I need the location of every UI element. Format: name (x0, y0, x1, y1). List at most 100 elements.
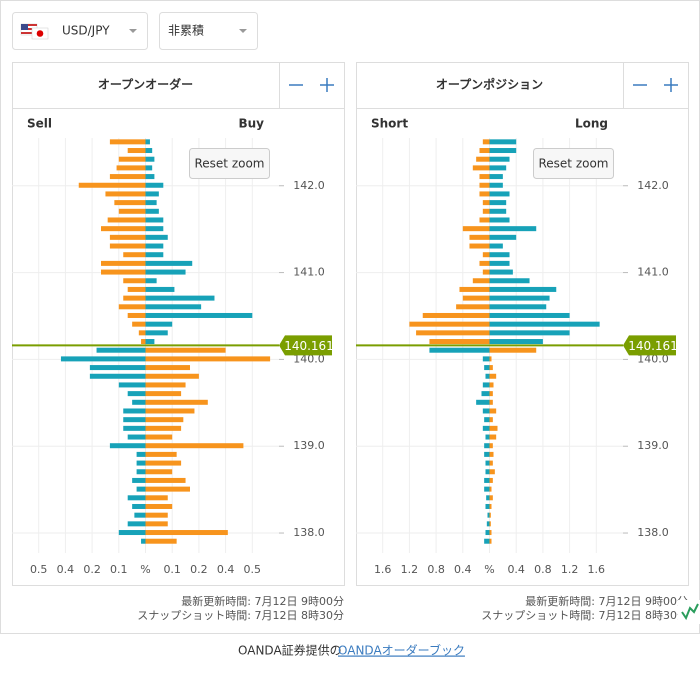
bar (145, 139, 150, 145)
bar (489, 469, 495, 475)
panel-title: オープンポジション (436, 77, 543, 92)
bar (489, 200, 507, 206)
bar (141, 538, 146, 544)
bar (145, 356, 271, 362)
bar (489, 434, 497, 440)
x-tick-label: 1.6 (588, 563, 606, 576)
bar (145, 243, 164, 249)
y-tick-label: 139.0 (637, 439, 669, 452)
bar (145, 391, 182, 397)
bar (479, 174, 490, 180)
bar (429, 347, 490, 353)
x-tick-label: % (484, 563, 494, 576)
price-tag (623, 335, 676, 356)
bar (145, 469, 173, 475)
bar (145, 460, 182, 466)
bar (485, 530, 490, 536)
bar (459, 286, 490, 292)
bar (489, 312, 570, 318)
bar (123, 408, 146, 414)
x-tick-label: 0.2 (83, 563, 101, 576)
bar (489, 339, 543, 345)
y-tick-label: 138.0 (637, 526, 669, 539)
panel (12, 62, 345, 586)
bar (118, 156, 146, 162)
bar (145, 174, 155, 180)
bar (145, 382, 186, 388)
x-tick-label: 1.6 (374, 563, 392, 576)
bar (485, 469, 490, 475)
footer-text: OANDA証券提供の (238, 643, 342, 658)
bar (145, 295, 215, 301)
bar (489, 443, 493, 449)
bar (482, 356, 490, 362)
x-tick-label: 0.4 (507, 563, 525, 576)
bar (482, 382, 490, 388)
bar (123, 295, 146, 301)
bar (145, 477, 186, 483)
bar (479, 148, 490, 154)
x-tick-label: 0.1 (110, 563, 128, 576)
x-tick-label: 0.4 (217, 563, 235, 576)
bar (145, 321, 173, 327)
bar (489, 495, 493, 501)
mode-label: 非累積 (168, 23, 204, 38)
bar (145, 486, 190, 492)
zoom-in[interactable] (664, 78, 678, 92)
side-label: Buy (238, 117, 264, 131)
reset-zoom[interactable] (533, 148, 614, 179)
bar (127, 148, 146, 154)
bar (145, 148, 153, 154)
bar (456, 304, 490, 310)
bar (109, 234, 146, 240)
bar (489, 399, 493, 405)
bar (489, 538, 492, 544)
bar (482, 425, 490, 431)
bar (123, 278, 146, 284)
bar (489, 269, 513, 275)
bar (489, 243, 503, 249)
bar (145, 286, 175, 292)
bar (489, 139, 517, 145)
price-label: 140.161 (628, 339, 678, 353)
bar (489, 330, 570, 336)
bar (145, 260, 193, 266)
bar (489, 191, 510, 197)
pair-label: USD/JPY (62, 24, 110, 38)
reset-zoom-label[interactable]: Reset zoom (538, 157, 608, 171)
bar (489, 286, 557, 292)
snapshot-time: スナップショット時間: 7月12日 8時30分 (137, 609, 344, 622)
bar (118, 304, 146, 310)
bar (489, 391, 493, 397)
bar (127, 391, 146, 397)
pair-select[interactable] (12, 12, 148, 50)
x-tick-label: 0.5 (244, 563, 262, 576)
updated-time: 最新更新時間: 7月12日 9時00分 (525, 594, 688, 608)
bar (145, 252, 164, 258)
bar (114, 200, 146, 206)
bar (479, 191, 490, 197)
reset-zoom[interactable] (189, 148, 270, 179)
bar (479, 182, 490, 188)
bar (489, 521, 491, 527)
bar (489, 382, 494, 388)
bar (145, 278, 157, 284)
bar (489, 148, 517, 154)
side-label: Short (371, 117, 408, 131)
footer-link[interactable]: OANDAオーダーブック (338, 643, 465, 658)
bar (429, 339, 490, 345)
bar (489, 208, 507, 214)
zoom-in[interactable] (320, 78, 334, 92)
bar (89, 373, 146, 379)
mode-select[interactable] (159, 12, 258, 50)
bar (127, 286, 146, 292)
side-label: Long (575, 117, 608, 131)
x-tick-label: 0.5 (30, 563, 48, 576)
footer-link-text[interactable]: OANDAオーダーブック (338, 643, 465, 658)
bar (145, 417, 184, 423)
bar (145, 191, 159, 197)
bar (109, 139, 146, 145)
reset-zoom-label[interactable]: Reset zoom (194, 157, 264, 171)
panel-title: オープンオーダー (98, 77, 193, 92)
